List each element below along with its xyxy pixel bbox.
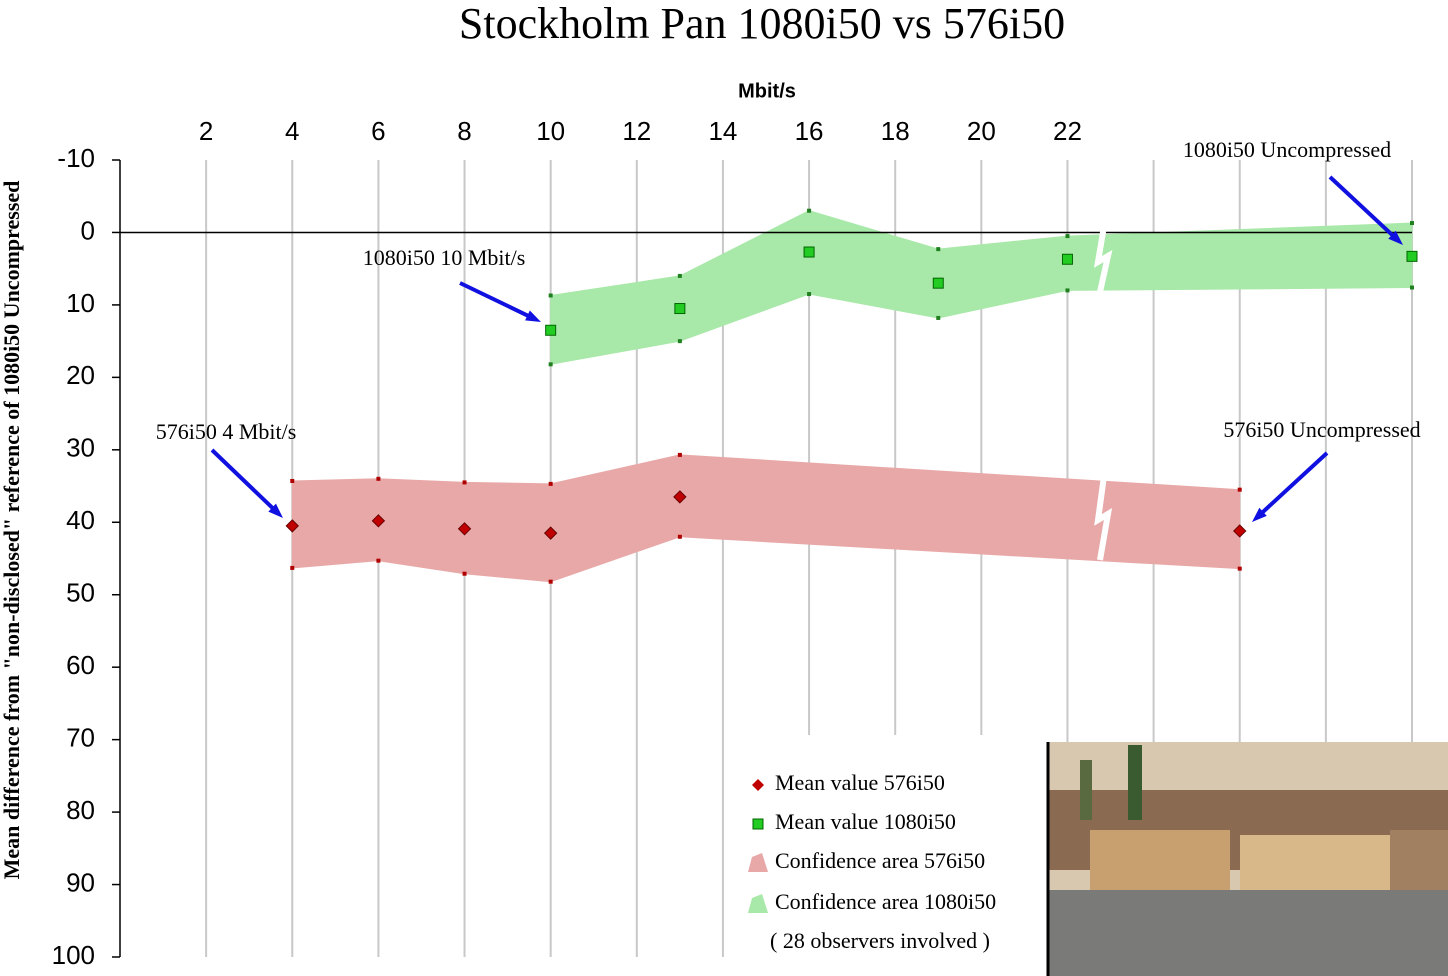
band-edge-dot <box>290 565 295 570</box>
annotation-arrow <box>210 448 278 513</box>
y-tick-label: 40 <box>66 505 95 535</box>
x-tick-label: 10 <box>536 116 565 146</box>
band-edge-dot <box>462 480 467 485</box>
legend-label: Mean value 576i50 <box>775 770 945 795</box>
y-tick-label: 10 <box>66 288 95 318</box>
legend-box <box>745 735 1048 976</box>
mean-marker <box>803 246 815 258</box>
band-edge-dot <box>936 315 941 320</box>
y-tick-label: 0 <box>81 215 95 245</box>
photo <box>1046 742 1448 976</box>
photo-building <box>1240 835 1390 890</box>
band-edge-dot <box>1237 487 1242 492</box>
band-edge-dot <box>462 571 467 576</box>
annotation: 576i50 4 Mbit/s <box>156 419 297 444</box>
y-tick-label: 80 <box>66 795 95 825</box>
photo-street <box>1048 890 1448 976</box>
band-edge-dot <box>1410 285 1414 290</box>
mean-marker <box>371 514 386 528</box>
arrow-head <box>1388 230 1403 245</box>
y-tick-label: 20 <box>66 360 95 390</box>
x-tick-label: 2 <box>199 116 213 146</box>
mean-marker <box>1061 253 1073 265</box>
photo-building <box>1090 830 1230 890</box>
arrow-head <box>1252 507 1267 522</box>
band-edge-dot <box>807 292 812 297</box>
legend-label: Confidence area 1080i50 <box>775 889 996 914</box>
y-tick-label: 50 <box>66 578 95 608</box>
annotation-arrow <box>1328 175 1398 240</box>
band-edge-dot <box>936 247 941 252</box>
break-mark <box>1093 225 1113 293</box>
axes: 2 4 6 8 10 12 14 16 18 20 22 -10 0 10 20 30 40 50 60 70 80 90… <box>52 116 1412 970</box>
arrow-head <box>268 503 283 518</box>
x-tick-label: 4 <box>285 116 299 146</box>
photo-spire <box>1080 760 1092 820</box>
marks <box>285 208 1418 584</box>
y-tick-label: 100 <box>52 940 95 970</box>
annotation-arrow <box>459 281 533 320</box>
band-edge-dot <box>677 534 682 539</box>
photo-spire <box>1128 745 1142 820</box>
mean-marker <box>674 303 686 315</box>
x-tick-label: 14 <box>708 116 737 146</box>
band-edge-dot <box>548 293 553 298</box>
mean-marker <box>673 490 687 504</box>
band-edge-dot <box>1410 221 1414 226</box>
band-edge-dot <box>1065 288 1070 293</box>
y-tick-label: 70 <box>66 723 95 753</box>
break-mark <box>1094 475 1113 561</box>
x-tick-label: 12 <box>622 116 651 146</box>
axis-break <box>1093 225 1113 561</box>
band-edge-dot <box>677 339 682 344</box>
legend-label: Confidence area 576i50 <box>775 848 985 873</box>
legend-marker <box>752 818 764 830</box>
x-tick-label: 16 <box>795 116 824 146</box>
band-edge-dot <box>807 208 812 213</box>
legend-note: ( 28 observers involved ) <box>770 928 990 953</box>
y-tick-label: 60 <box>66 650 95 680</box>
legend-marker <box>752 779 764 791</box>
mean-marker <box>545 324 557 336</box>
x-tick-label: 22 <box>1053 116 1082 146</box>
x-tick-label: 20 <box>967 116 996 146</box>
mean-marker <box>543 526 558 540</box>
annotation: 1080i50 10 Mbit/s <box>363 245 526 270</box>
legend-swatch <box>748 853 768 872</box>
band-edge-dot <box>677 273 682 278</box>
annotation-arrow <box>1258 451 1329 517</box>
x-tick-label: 18 <box>881 116 910 146</box>
band-edge-dot <box>1237 566 1242 571</box>
y-tick-label: -10 <box>57 143 95 173</box>
annotation: 1080i50 Uncompressed <box>1183 137 1391 162</box>
annotations: 1080i50 Uncompressed 1080i50 10 Mbit/s 576… <box>156 137 1421 522</box>
band-edge-dot <box>548 579 553 584</box>
legend-label: Mean value 1080i50 <box>775 809 956 834</box>
x-tick-label: 8 <box>457 116 471 146</box>
legend: Mean value 576i50 Confidence area 576i50 M… <box>748 770 996 953</box>
band-edge-dot <box>548 481 553 486</box>
x-axis-label: Mbit/s <box>738 80 796 102</box>
band-edge-dot <box>548 362 553 367</box>
y-axis-label: Mean difference from "non-disclosed" ref… <box>0 181 24 880</box>
y-tick-label: 90 <box>66 867 95 897</box>
x-tick-label: 6 <box>371 116 385 146</box>
mean-marker <box>457 522 472 536</box>
mean-marker <box>1406 250 1418 262</box>
band-edge-dot <box>1065 234 1070 239</box>
band-edge-dot <box>677 452 682 457</box>
band-edge-dot <box>376 558 381 563</box>
mean-marker <box>285 519 299 533</box>
legend-swatch <box>748 894 768 913</box>
photo-building <box>1390 830 1448 890</box>
mean-marker <box>1233 524 1247 538</box>
y-tick-label: 30 <box>66 433 95 463</box>
band-edge-dot <box>376 476 381 481</box>
band-edge-dot <box>290 478 295 483</box>
annotation: 576i50 Uncompressed <box>1223 417 1420 442</box>
chart-title: Stockholm Pan 1080i50 vs 576i50 <box>459 0 1065 48</box>
mean-marker <box>932 277 944 289</box>
arrow-head <box>525 310 541 322</box>
